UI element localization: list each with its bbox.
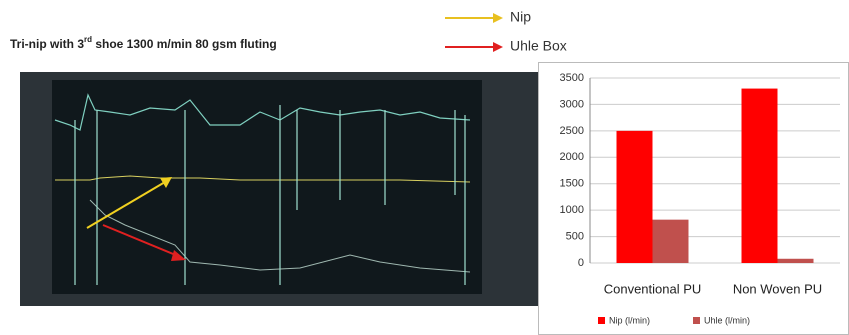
scope-screenshot — [20, 72, 540, 306]
bar — [617, 131, 653, 263]
y-tick-label: 3500 — [560, 72, 584, 84]
y-tick-label: 0 — [578, 257, 584, 269]
bar — [778, 259, 814, 263]
legend-label: Uhle (l/min) — [704, 315, 750, 325]
bar — [653, 220, 689, 263]
title-superscript: rd — [84, 35, 92, 44]
slide: Tri-nip with 3rd shoe 1300 m/min 80 gsm … — [0, 0, 849, 335]
y-tick-label: 2500 — [560, 125, 584, 137]
legend-label: Nip (l/min) — [609, 315, 650, 325]
slide-title: Tri-nip with 3rd shoe 1300 m/min 80 gsm … — [10, 35, 277, 51]
legend-swatch — [693, 317, 700, 324]
legend-swatch — [598, 317, 605, 324]
title-part: Tri-nip with 3 — [10, 37, 84, 51]
x-tick-label: Non Woven PU — [733, 281, 822, 296]
y-tick-label: 1000 — [560, 204, 584, 216]
y-tick-label: 2000 — [560, 151, 584, 163]
y-tick-label: 500 — [566, 230, 584, 242]
arrow-label: Nip — [510, 9, 531, 25]
title-part: shoe 1300 m/min 80 gsm fluting — [92, 37, 277, 51]
x-tick-label: Conventional PU — [604, 281, 702, 296]
arrow-label: Uhle Box — [510, 38, 567, 54]
y-tick-label: 3000 — [560, 98, 584, 110]
y-tick-label: 1500 — [560, 178, 584, 190]
bar — [742, 89, 778, 263]
